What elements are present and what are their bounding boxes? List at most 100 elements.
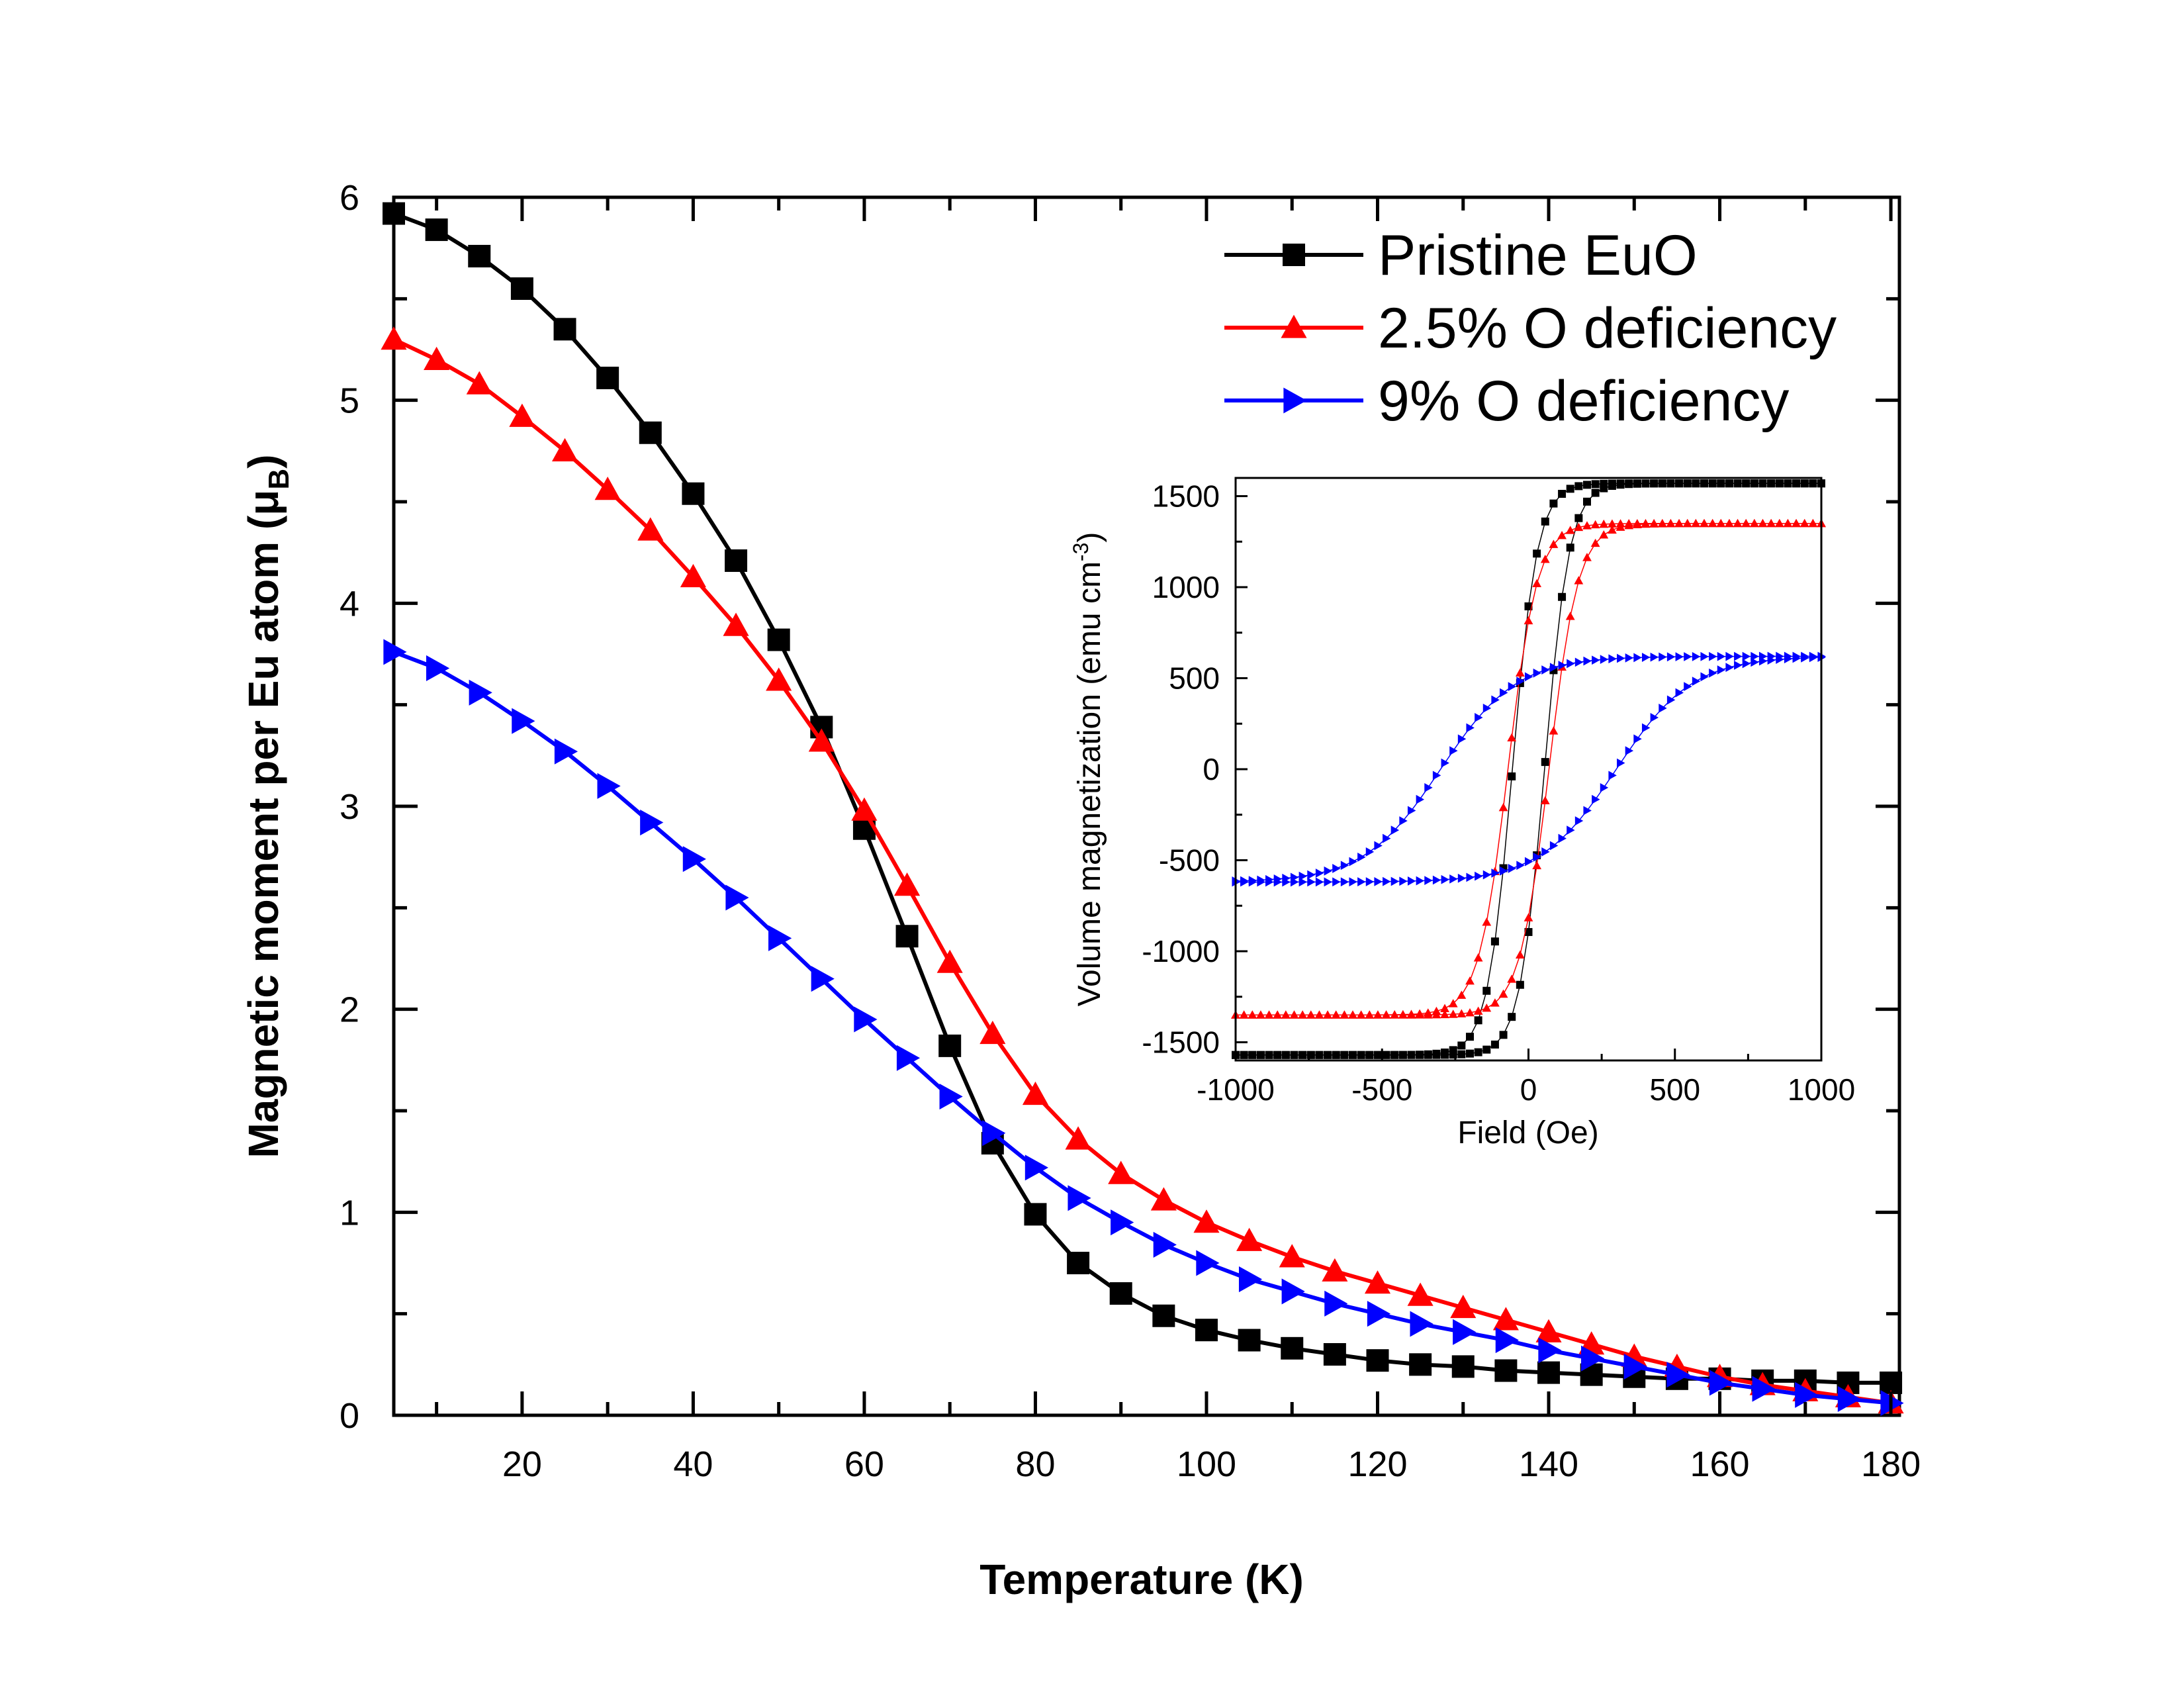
- data-point: [466, 371, 492, 395]
- data-point: [1068, 1185, 1091, 1211]
- inset-data-point: [1524, 672, 1533, 682]
- inset-data-point: [1516, 861, 1525, 870]
- inset-data-point: [1641, 518, 1651, 528]
- inset-data-point: [1399, 876, 1408, 886]
- inset-data-point: [1374, 876, 1383, 886]
- inset-data-point: [1524, 616, 1533, 625]
- inset-data-point: [1508, 772, 1516, 780]
- inset-data-point: [1632, 518, 1642, 528]
- inset-data-point: [1784, 651, 1793, 661]
- x-tick-label: 80: [1015, 1444, 1055, 1484]
- inset-data-point: [1691, 518, 1701, 528]
- inset-data-point: [1590, 520, 1600, 529]
- inset-data-point: [1466, 1033, 1474, 1041]
- inset-data-point: [1792, 479, 1801, 488]
- inset-data-point: [1792, 651, 1801, 661]
- inset-data-point: [1448, 999, 1458, 1008]
- inset-y-tick-label: 1500: [1152, 479, 1220, 514]
- inset-data-point: [1549, 841, 1559, 851]
- inset-data-point: [1649, 518, 1659, 528]
- inset-data-point: [1349, 1051, 1357, 1059]
- data-point: [383, 202, 405, 225]
- inset-data-point: [1533, 668, 1542, 678]
- inset-data-point: [1432, 1006, 1441, 1015]
- inset-y-tick-label: 500: [1169, 661, 1220, 696]
- y-tick-label: 4: [340, 584, 359, 624]
- inset-data-point: [1659, 652, 1667, 662]
- inset-data-point: [1340, 861, 1349, 870]
- inset-data-point: [1608, 519, 1617, 528]
- inset-data-point: [1675, 688, 1684, 698]
- inset-data-point: [1466, 1049, 1474, 1058]
- inset-data-point: [1692, 652, 1701, 661]
- inset-data-point: [1356, 1010, 1366, 1019]
- inset-data-point: [1482, 986, 1491, 995]
- inset-x-tick-label: 500: [1649, 1072, 1700, 1107]
- inset-data-point: [1508, 1013, 1516, 1021]
- data-point: [1366, 1349, 1389, 1372]
- inset-data-point: [1482, 704, 1492, 713]
- data-point: [425, 218, 448, 242]
- inset-data-point: [1707, 518, 1717, 528]
- inset-data-point: [1532, 861, 1542, 870]
- inset-data-point: [1298, 1051, 1307, 1059]
- inset-data-point: [1540, 554, 1550, 563]
- data-point: [1581, 1345, 1605, 1372]
- inset-data-point: [1449, 1046, 1457, 1055]
- inset-data-point: [1776, 651, 1784, 661]
- inset-data-point: [1399, 816, 1408, 825]
- inset-data-point: [1457, 990, 1467, 999]
- inset-data-point: [1515, 950, 1525, 959]
- data-point: [1494, 1359, 1518, 1382]
- inset-data-point: [1533, 852, 1542, 862]
- data-point: [979, 1020, 1006, 1045]
- data-point: [808, 728, 835, 752]
- inset-data-point: [1641, 723, 1651, 733]
- inset-data-point: [1758, 518, 1768, 528]
- inset-data-point: [1332, 877, 1341, 887]
- inset-data-point: [1374, 841, 1383, 851]
- inset-data-point: [1725, 479, 1733, 488]
- inset-y-axis-title-superscript: -3: [1069, 543, 1093, 561]
- inset-data-point: [1567, 825, 1575, 835]
- inset-data-point: [1659, 704, 1667, 713]
- legend-marker: [1283, 387, 1307, 414]
- inset-data-point: [1574, 576, 1584, 585]
- inset-data-point: [1289, 1010, 1299, 1019]
- inset-data-point: [1541, 665, 1550, 675]
- data-point: [1067, 1252, 1090, 1274]
- inset-data-point: [1281, 1051, 1290, 1059]
- inset-data-point: [1407, 876, 1416, 886]
- inset-data-point: [1264, 1010, 1274, 1019]
- inset-data-point: [1256, 1010, 1265, 1019]
- data-point: [1323, 1343, 1346, 1366]
- inset-data-point: [1758, 651, 1768, 661]
- inset-data-point: [1650, 713, 1659, 722]
- inset-data-point: [1625, 746, 1634, 756]
- data-point: [1666, 1362, 1690, 1388]
- inset-data-point: [1457, 873, 1467, 883]
- data-point: [682, 482, 705, 505]
- inset-data-point: [1507, 733, 1517, 742]
- inset-data-point: [1307, 877, 1316, 887]
- inset-data-point: [1566, 543, 1574, 552]
- data-point: [1623, 1353, 1647, 1380]
- inset-data-point: [1641, 479, 1650, 488]
- inset-data-point: [1357, 852, 1366, 862]
- legend-entry-2-5-o-deficiency: 2.5% O deficiency: [1224, 297, 1837, 360]
- inset-data-point: [1323, 1010, 1332, 1019]
- inset-data-point: [1524, 857, 1533, 867]
- inset-data-point: [1324, 877, 1332, 887]
- inset-data-point: [1398, 1051, 1407, 1059]
- data-point: [637, 517, 664, 541]
- inset-data-point: [1708, 479, 1717, 488]
- inset-data-point: [1239, 1010, 1249, 1019]
- inset-data-point: [1432, 771, 1441, 780]
- inset-data-point: [1357, 877, 1366, 886]
- inset-data-point: [1633, 479, 1641, 488]
- data-point: [851, 797, 878, 821]
- inset-data-point: [1616, 479, 1625, 488]
- data-point: [1837, 1385, 1861, 1413]
- inset-data-point: [1424, 876, 1433, 885]
- y-tick-label: 3: [340, 787, 359, 827]
